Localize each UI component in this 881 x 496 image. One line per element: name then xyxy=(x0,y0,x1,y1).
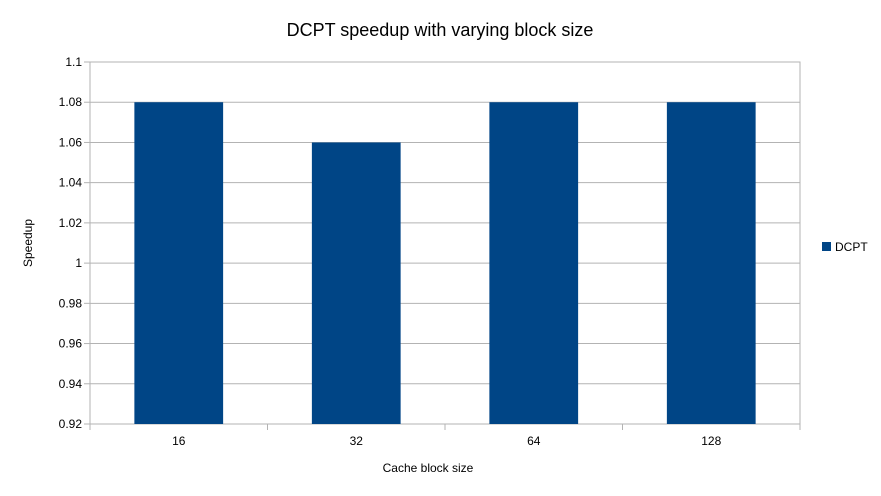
x-tick-label: 16 xyxy=(172,434,186,448)
y-tick-label: 1.02 xyxy=(59,216,83,230)
y-tick-label: 1.08 xyxy=(59,95,83,109)
chart-title: DCPT speedup with varying block size xyxy=(287,20,594,40)
y-axis-label: Speedup xyxy=(21,219,35,267)
y-axis-ticks: 0.92 0.94 0.96 0.98 1 1.02 1.04 1.06 1.08 1.1 xyxy=(59,55,90,431)
bar-64 xyxy=(489,102,579,424)
y-tick-label: 0.92 xyxy=(59,417,83,431)
x-axis-label: Cache block size xyxy=(383,461,474,475)
legend-swatch-dcpt xyxy=(822,242,831,251)
x-tick-label: 32 xyxy=(350,434,364,448)
x-tick-label: 64 xyxy=(527,434,541,448)
y-tick-label: 0.98 xyxy=(59,296,83,310)
y-tick-label: 0.94 xyxy=(59,377,83,391)
legend-label-dcpt: DCPT xyxy=(835,240,868,254)
y-tick-label: 1.04 xyxy=(59,176,83,190)
x-tick-label: 128 xyxy=(701,434,721,448)
x-axis-ticks: 16 32 64 128 xyxy=(89,424,801,448)
bar-16 xyxy=(134,102,224,424)
bar-32 xyxy=(311,142,401,424)
y-tick-label: 1 xyxy=(75,256,82,270)
y-tick-label: 1.1 xyxy=(65,55,82,69)
legend: DCPT xyxy=(822,240,868,254)
y-tick-label: 1.06 xyxy=(59,135,83,149)
bar-128 xyxy=(666,102,756,424)
y-tick-label: 0.96 xyxy=(59,337,83,351)
bar-series xyxy=(134,102,756,424)
